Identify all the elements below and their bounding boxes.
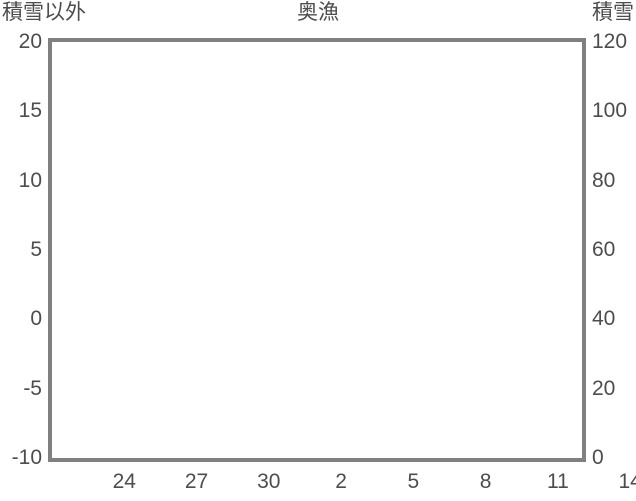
snow-bar	[239, 319, 244, 354]
left-axis-tick-label: -5	[23, 376, 42, 400]
right-axis-tick-label: 0	[592, 446, 604, 469]
right-axis-tick-label: 80	[592, 168, 616, 192]
snow-bar	[455, 319, 460, 361]
x-axis-tick-label: 24	[112, 470, 136, 493]
right-axis-tick-label: 100	[592, 99, 628, 123]
snow-bar	[539, 319, 545, 462]
chart-canvas	[50, 42, 584, 462]
left-axis-tick-label: 20	[18, 30, 42, 53]
right-axis-tick-label: 120	[592, 30, 628, 53]
left-axis-tick-label: 10	[18, 168, 42, 192]
left-axis-tick-label: 0	[30, 307, 42, 331]
snow-bar	[152, 319, 157, 348]
x-axis-tick-label: 8	[479, 470, 492, 493]
right-axis-title: 積雪	[592, 1, 634, 24]
page-title: 奥漁	[297, 1, 339, 24]
right-axis-tick-label: 60	[592, 238, 616, 261]
x-axis-tick-label: 14	[618, 470, 636, 493]
snow-bar	[126, 319, 131, 348]
plot-area	[48, 38, 586, 462]
snow-bar	[534, 319, 539, 382]
snow-bar	[460, 319, 465, 368]
snow-bar	[92, 319, 97, 361]
snow-bar	[299, 319, 304, 348]
snow-bar	[352, 319, 358, 417]
x-axis-tick-label: 27	[184, 470, 209, 493]
snow-bar	[396, 319, 401, 368]
snow-bar	[258, 319, 263, 348]
snow-bar	[466, 319, 471, 354]
x-axis-tick-label: 30	[257, 470, 281, 493]
snow-bar	[294, 319, 299, 361]
right-axis-tick-label: 20	[592, 376, 616, 400]
snow-bar	[250, 319, 255, 361]
right-axis-tick-label: 40	[592, 307, 616, 331]
left-axis-tick-label: -10	[11, 446, 42, 469]
left-axis-title: 積雪以外	[2, 1, 86, 24]
x-axis-tick-label: 2	[335, 470, 347, 493]
x-axis-tick-label: 11	[547, 470, 569, 493]
snow-bar	[191, 319, 196, 354]
left-axis-tick-label: 15	[18, 99, 42, 123]
snow-bar	[231, 319, 236, 368]
snow-bar	[545, 319, 550, 361]
snow-bar	[178, 319, 183, 361]
snow-bar	[244, 319, 249, 361]
left-axis-tick-label: 5	[30, 238, 42, 261]
snow-bar	[447, 319, 452, 361]
snow-bar	[502, 319, 510, 462]
snow-bar	[197, 319, 202, 354]
x-axis-tick-label: 5	[407, 470, 420, 493]
